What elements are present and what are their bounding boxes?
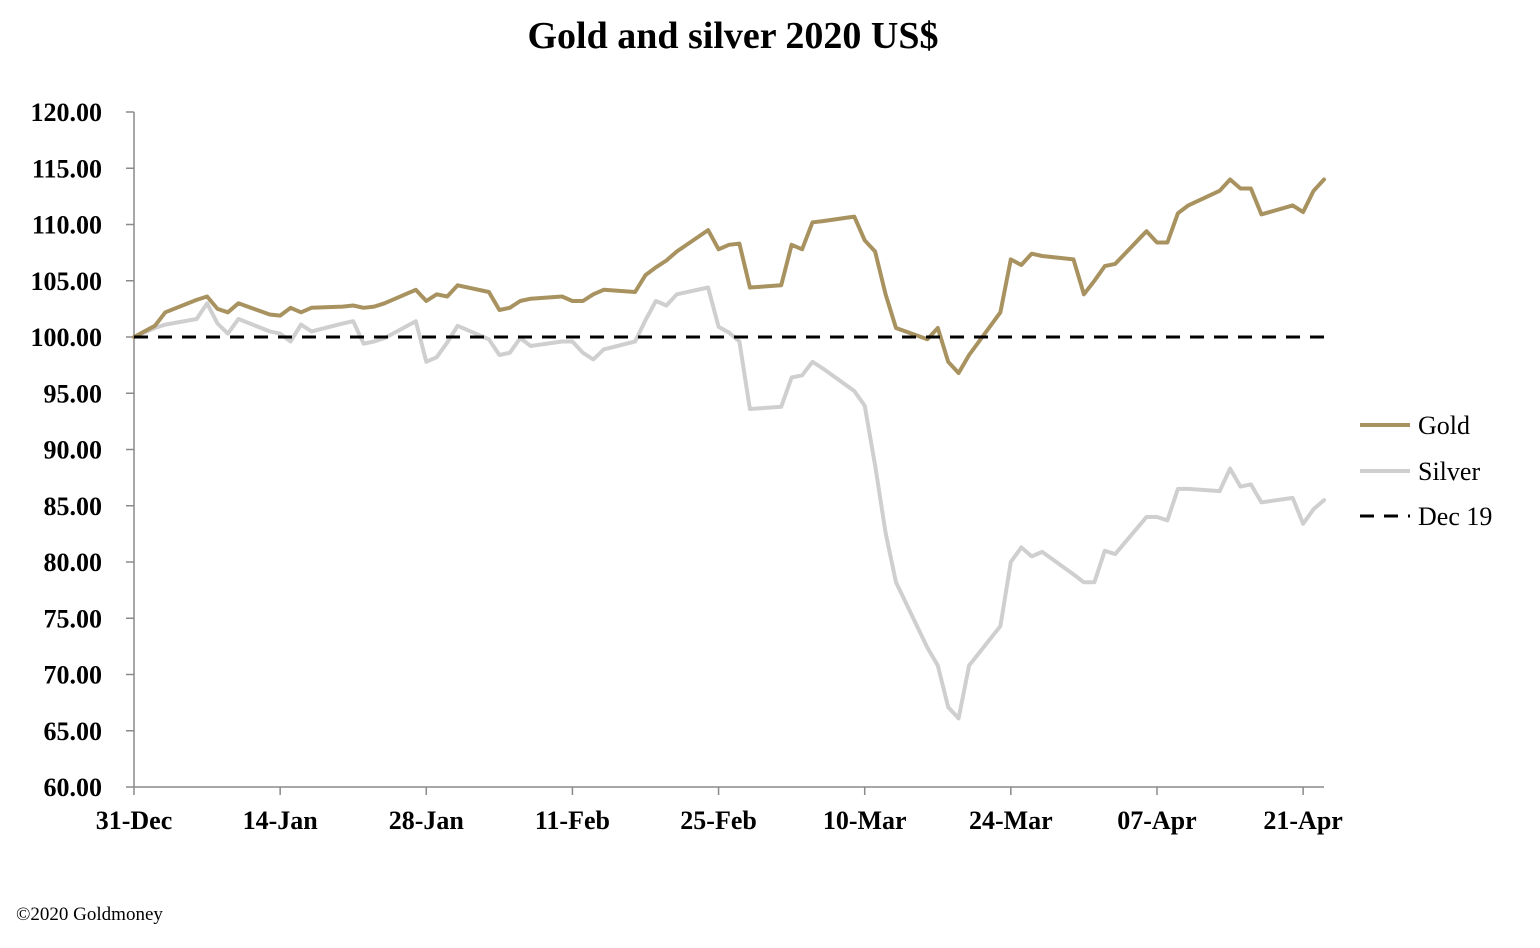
x-tick-label: 21-Apr [1263, 806, 1342, 835]
legend-label: Gold [1418, 411, 1470, 440]
y-tick-label: 70.00 [44, 661, 103, 690]
x-tick-label: 31-Dec [96, 806, 173, 835]
y-tick-label: 95.00 [44, 379, 103, 408]
x-tick-label: 14-Jan [243, 806, 319, 835]
x-tick-label: 10-Mar [823, 806, 907, 835]
y-tick-label: 110.00 [32, 211, 102, 240]
x-tick-label: 28-Jan [389, 806, 465, 835]
chart-title: Gold and silver 2020 US$ [527, 15, 938, 57]
y-axis-ticks: 60.00 65.00 70.00 75.00 80.00 85.00 90.00 95.00… [31, 98, 134, 802]
x-axis-ticks: 31-Dec 14-Jan 28-Jan 11-Feb 25-Feb 10-Mar 24-M… [96, 787, 1343, 835]
y-tick-label: 100.00 [31, 323, 103, 352]
x-tick-label: 25-Feb [680, 806, 757, 835]
y-tick-label: 120.00 [31, 98, 103, 127]
x-tick-label: 11-Feb [535, 806, 610, 835]
y-tick-label: 80.00 [44, 548, 103, 577]
legend-label: Dec 19 [1418, 502, 1492, 531]
y-tick-label: 85.00 [44, 492, 103, 521]
y-tick-label: 115.00 [32, 154, 102, 183]
x-tick-label: 24-Mar [969, 806, 1053, 835]
legend: Gold Silver Dec 19 [1360, 411, 1492, 531]
x-tick-label: 07-Apr [1117, 806, 1196, 835]
y-tick-label: 75.00 [44, 604, 103, 633]
series-line-silver [132, 285, 1326, 721]
legend-label: Silver [1418, 457, 1480, 486]
y-tick-label: 105.00 [31, 267, 103, 296]
y-tick-label: 90.00 [44, 436, 103, 465]
y-tick-label: 65.00 [44, 717, 103, 746]
y-tick-label: 60.00 [44, 773, 103, 802]
series-line-gold [132, 177, 1326, 375]
series-layer [132, 177, 1326, 721]
copyright-credit: ©2020 Goldmoney [16, 904, 163, 925]
